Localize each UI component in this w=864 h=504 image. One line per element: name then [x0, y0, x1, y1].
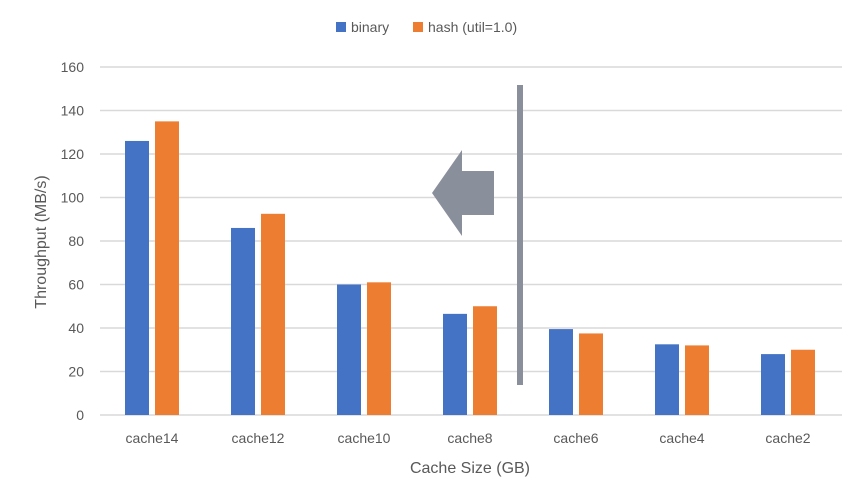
legend-label-binary: binary — [351, 19, 389, 35]
x-tick-label: cache4 — [659, 430, 704, 446]
x-tick-label: cache2 — [765, 430, 810, 446]
y-tick-label: 100 — [61, 190, 85, 206]
legend-label-hash: hash (util=1.0) — [428, 19, 517, 35]
y-tick-label: 120 — [61, 146, 85, 162]
x-tick-label: cache12 — [232, 430, 285, 446]
bar-binary-cache2 — [761, 354, 785, 415]
bar-hash-cache4 — [685, 345, 709, 415]
legend: binary hash (util=1.0) — [336, 19, 517, 35]
y-tick-label: 40 — [68, 320, 84, 336]
bar-hash-cache6 — [579, 333, 603, 415]
y-tick-label: 0 — [76, 407, 84, 423]
bar-binary-cache6 — [549, 329, 573, 415]
x-axis-label: Cache Size (GB) — [410, 460, 530, 477]
y-tick-label: 160 — [61, 59, 85, 75]
bar-hash-cache10 — [367, 282, 391, 415]
bar-binary-cache14 — [125, 140, 149, 415]
bar-hash-cache12 — [261, 213, 285, 415]
y-tick-label: 60 — [68, 277, 84, 293]
legend-swatch-hash — [413, 22, 423, 32]
y-axis-label: Throughput (MB/s) — [33, 175, 50, 308]
x-tick-label: cache14 — [126, 430, 179, 446]
bar-hash-cache2 — [791, 349, 815, 415]
x-tick-label: cache6 — [553, 430, 598, 446]
bar-binary-cache12 — [231, 227, 255, 415]
bar-binary-cache8 — [443, 313, 467, 415]
y-tick-label: 80 — [68, 233, 84, 249]
x-tick-label: cache10 — [338, 430, 391, 446]
bar-binary-cache10 — [337, 284, 361, 415]
left-arrow-icon — [432, 150, 494, 236]
bar-hash-cache8 — [473, 306, 497, 415]
y-tick-label: 20 — [68, 364, 84, 380]
x-tick-label: cache8 — [447, 430, 492, 446]
bar-binary-cache4 — [655, 344, 679, 415]
legend-swatch-binary — [336, 22, 346, 32]
bar-hash-cache14 — [155, 121, 179, 415]
y-tick-label: 140 — [61, 103, 85, 119]
divider-line — [517, 85, 523, 385]
